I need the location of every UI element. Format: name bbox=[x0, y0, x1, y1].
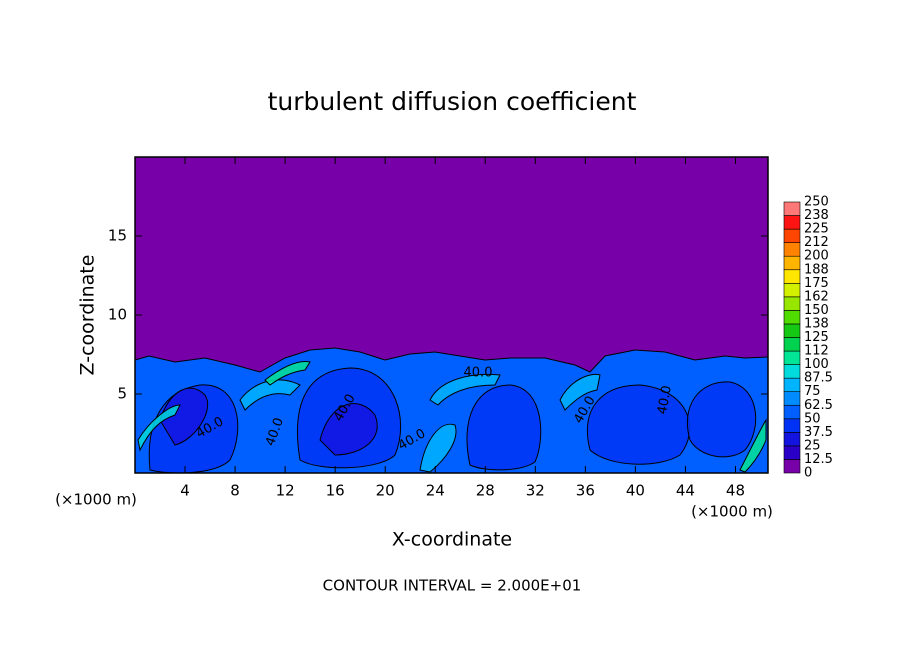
colorbar-segment bbox=[783, 459, 801, 474]
colorbar-label: 212 bbox=[804, 235, 829, 250]
colorbar-segment bbox=[783, 296, 801, 311]
colorbar-label: 12.5 bbox=[804, 452, 833, 467]
colorbar-segment bbox=[783, 377, 801, 392]
field-details bbox=[137, 361, 767, 474]
x-tick-label: 24 bbox=[426, 482, 445, 500]
y-tick-label: 10 bbox=[108, 306, 127, 324]
colorbar-label: 25 bbox=[804, 438, 821, 453]
x-tick-label: 36 bbox=[576, 482, 595, 500]
colorbar-label: 225 bbox=[804, 222, 829, 237]
colorbar-segment bbox=[783, 242, 801, 257]
x-unit-left: (×1000 m) bbox=[55, 491, 137, 509]
field-blob bbox=[686, 381, 757, 458]
colorbar-segment bbox=[783, 364, 801, 379]
contour-note: CONTOUR INTERVAL = 2.000E+01 bbox=[323, 577, 582, 595]
x-tick-label: 20 bbox=[376, 482, 395, 500]
colorbar-label: 0 bbox=[804, 466, 812, 481]
colorbar-label: 62.5 bbox=[804, 398, 833, 413]
x-tick-label: 16 bbox=[326, 482, 345, 500]
colorbar-label: 87.5 bbox=[804, 371, 833, 386]
colorbar-segment bbox=[783, 215, 801, 230]
colorbar-label: 125 bbox=[804, 330, 829, 345]
colorbar-segment bbox=[783, 337, 801, 352]
colorbar-label: 100 bbox=[804, 357, 829, 372]
colorbar-label: 250 bbox=[804, 195, 829, 210]
colorbar-label: 200 bbox=[804, 249, 829, 264]
y-axis-label: Z-coordinate bbox=[77, 255, 99, 376]
field-blob bbox=[466, 384, 542, 471]
colorbar-label: 138 bbox=[804, 316, 829, 331]
colorbar-label: 162 bbox=[804, 289, 829, 304]
field-blob bbox=[559, 373, 601, 411]
colorbar-segment bbox=[783, 445, 801, 460]
colorbar-label: 238 bbox=[804, 208, 829, 223]
colorbar-segment bbox=[783, 255, 801, 271]
colorbar-segment bbox=[783, 350, 801, 365]
colorbar-label: 37.5 bbox=[804, 425, 833, 440]
colorbar-segment bbox=[783, 432, 801, 447]
colorbar-label: 50 bbox=[804, 411, 821, 426]
colorbar-label: 150 bbox=[804, 303, 829, 318]
colorbar-label: 188 bbox=[804, 262, 829, 277]
x-axis-label: X-coordinate bbox=[392, 529, 512, 551]
field-blob bbox=[586, 384, 691, 465]
x-tick-label: 28 bbox=[476, 482, 495, 500]
field-blob bbox=[419, 423, 457, 473]
field-blob bbox=[137, 404, 181, 452]
field-blob bbox=[739, 418, 767, 473]
colorbar-segment bbox=[783, 323, 801, 338]
colorbar-label: 112 bbox=[804, 344, 829, 359]
colorbar-segment bbox=[783, 201, 801, 216]
field-blob bbox=[319, 403, 378, 456]
colorbar-segment bbox=[783, 228, 801, 243]
colorbar-segment bbox=[783, 391, 801, 406]
x-tick-label: 48 bbox=[726, 482, 745, 500]
colorbar-label: 75 bbox=[804, 384, 821, 399]
field-blob bbox=[264, 361, 311, 386]
colorbar-label: 175 bbox=[804, 276, 829, 291]
y-tick-label: 15 bbox=[108, 227, 127, 245]
colorbar-segment bbox=[783, 404, 801, 420]
field-blob bbox=[159, 387, 209, 446]
x-tick-label: 32 bbox=[526, 482, 545, 500]
x-tick-label: 12 bbox=[276, 482, 295, 500]
field-blob bbox=[239, 379, 301, 411]
contour-label: 40.0 bbox=[655, 384, 675, 415]
y-tick-label: 5 bbox=[117, 385, 127, 403]
x-tick-label: 8 bbox=[230, 482, 240, 500]
colorbar-segment bbox=[783, 310, 801, 325]
x-unit-right: (×1000 m) bbox=[691, 503, 773, 521]
x-tick-label: 44 bbox=[676, 482, 695, 500]
colorbar-segment bbox=[783, 418, 801, 433]
colorbar-segment bbox=[783, 282, 801, 298]
contour-label: 40.0 bbox=[464, 366, 493, 381]
chart-title: turbulent diffusion coefficient bbox=[268, 87, 637, 116]
field-blob bbox=[429, 373, 501, 406]
x-tick-label: 40 bbox=[626, 482, 645, 500]
x-tick-label: 4 bbox=[180, 482, 190, 500]
colorbar-segment bbox=[783, 269, 801, 284]
